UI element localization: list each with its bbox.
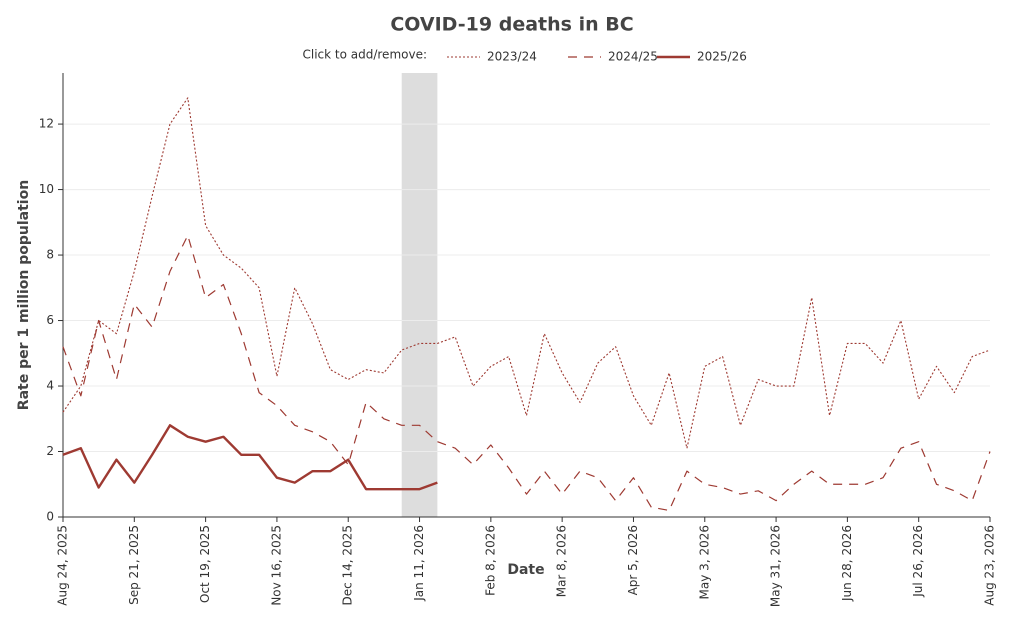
x-tick-label: May 3, 2026: [697, 525, 711, 599]
x-tick-label: Apr 5, 2026: [626, 525, 640, 595]
x-tick-label: Nov 16, 2025: [269, 525, 283, 606]
y-tick-label: 12: [39, 117, 54, 131]
x-tick-label: Oct 19, 2025: [198, 525, 212, 603]
x-tick-label: Jun 28, 2026: [840, 525, 854, 602]
x-tick-label: Sep 21, 2025: [127, 525, 141, 605]
x-tick-label: Jan 11, 2026: [412, 525, 426, 602]
series-line: [62, 424, 438, 491]
x-tick-label: Aug 24, 2025: [56, 525, 70, 606]
shaded-region: [401, 73, 438, 517]
y-tick-label: 10: [39, 182, 54, 196]
y-tick-label: 2: [46, 444, 54, 458]
legend-label: 2025/26: [697, 50, 747, 64]
x-axis-label: Date: [507, 562, 544, 578]
x-tick-label: Feb 8, 2026: [483, 525, 497, 596]
series-line: [62, 97, 991, 449]
chart-title: COVID-19 deaths in BC: [390, 14, 633, 36]
x-tick-label: Mar 8, 2026: [555, 525, 569, 597]
legend-item[interactable]: 2025/26: [657, 50, 747, 64]
x-tick-label: Aug 23, 2026: [983, 525, 997, 606]
legend-item[interactable]: 2024/25: [568, 50, 658, 64]
y-axis-label: Rate per 1 million population: [16, 180, 32, 410]
series-line: [62, 234, 991, 512]
y-tick-label: 6: [46, 313, 54, 327]
y-tick-label: 0: [46, 510, 54, 524]
legend-item[interactable]: 2023/24: [447, 50, 537, 64]
legend-label: 2024/25: [608, 50, 658, 64]
x-tick-label: May 31, 2026: [769, 525, 783, 607]
y-tick-label: 4: [46, 379, 54, 393]
x-tick-label: Jul 26, 2026: [911, 525, 925, 598]
legend-prompt: Click to add/remove:: [302, 48, 427, 62]
legend-label: 2023/24: [487, 50, 537, 64]
y-tick-label: 8: [46, 248, 54, 262]
x-tick-label: Dec 14, 2025: [341, 525, 355, 605]
